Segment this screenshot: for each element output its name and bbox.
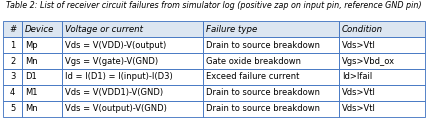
- Text: Id>Ifail: Id>Ifail: [342, 72, 372, 82]
- Text: Drain to source breakdown: Drain to source breakdown: [206, 41, 320, 50]
- Bar: [339, 21, 425, 37]
- Bar: [339, 37, 425, 53]
- Bar: [3, 21, 22, 37]
- Text: Vds>Vtl: Vds>Vtl: [342, 41, 376, 50]
- Text: 5: 5: [10, 104, 15, 113]
- Text: Device: Device: [25, 25, 54, 34]
- Text: Table 2: List of receiver circuit failures from simulator log (positive zap on i: Table 2: List of receiver circuit failur…: [6, 1, 422, 10]
- Text: 3: 3: [10, 72, 15, 82]
- Text: 1: 1: [10, 41, 15, 50]
- Bar: [22, 21, 62, 37]
- Text: Drain to source breakdown: Drain to source breakdown: [206, 88, 320, 97]
- Bar: [62, 101, 203, 117]
- Bar: [203, 53, 339, 69]
- Bar: [203, 37, 339, 53]
- Text: Voltage or current: Voltage or current: [65, 25, 143, 34]
- Text: M1: M1: [25, 88, 38, 97]
- Bar: [3, 53, 22, 69]
- Bar: [3, 69, 22, 85]
- Bar: [22, 85, 62, 101]
- Bar: [203, 21, 339, 37]
- Bar: [62, 37, 203, 53]
- Bar: [339, 101, 425, 117]
- Bar: [22, 101, 62, 117]
- Bar: [22, 69, 62, 85]
- Bar: [203, 85, 339, 101]
- Text: Mp: Mp: [25, 41, 38, 50]
- Bar: [62, 85, 203, 101]
- Text: Failure type: Failure type: [206, 25, 258, 34]
- Text: Id = I(D1) = I(input)-I(D3): Id = I(D1) = I(input)-I(D3): [65, 72, 173, 82]
- Text: Vds = V(VDD)-V(output): Vds = V(VDD)-V(output): [65, 41, 166, 50]
- Text: Drain to source breakdown: Drain to source breakdown: [206, 104, 320, 113]
- Bar: [62, 21, 203, 37]
- Text: Exceed failure current: Exceed failure current: [206, 72, 300, 82]
- Text: Condition: Condition: [342, 25, 383, 34]
- Bar: [203, 69, 339, 85]
- Bar: [62, 69, 203, 85]
- Bar: [3, 85, 22, 101]
- Text: Mn: Mn: [25, 104, 38, 113]
- Bar: [339, 53, 425, 69]
- Bar: [203, 101, 339, 117]
- Bar: [3, 101, 22, 117]
- Text: Vgs>Vbd_ox: Vgs>Vbd_ox: [342, 57, 395, 66]
- Text: Vds>Vtl: Vds>Vtl: [342, 88, 376, 97]
- Bar: [339, 69, 425, 85]
- Text: Gate oxide breakdown: Gate oxide breakdown: [206, 57, 301, 66]
- Text: Vds>Vtl: Vds>Vtl: [342, 104, 376, 113]
- Bar: [22, 53, 62, 69]
- Bar: [22, 37, 62, 53]
- Text: #: #: [9, 25, 16, 34]
- Text: Mn: Mn: [25, 57, 38, 66]
- Bar: [62, 53, 203, 69]
- Text: Vds = V(output)-V(GND): Vds = V(output)-V(GND): [65, 104, 167, 113]
- Bar: [339, 85, 425, 101]
- Text: D1: D1: [25, 72, 37, 82]
- Text: 4: 4: [10, 88, 15, 97]
- Bar: [3, 37, 22, 53]
- Text: 2: 2: [10, 57, 15, 66]
- Text: Vds = V(VDD1)-V(GND): Vds = V(VDD1)-V(GND): [65, 88, 163, 97]
- Text: Vgs = V(gate)-V(GND): Vgs = V(gate)-V(GND): [65, 57, 158, 66]
